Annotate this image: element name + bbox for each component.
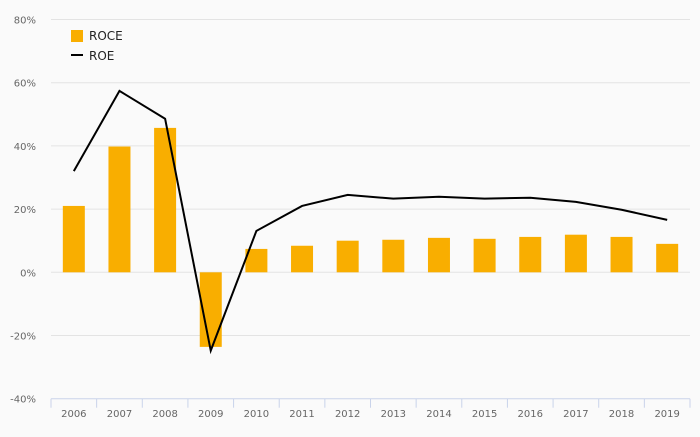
y-tick-label: 80% xyxy=(14,16,36,27)
y-tick-label: 0% xyxy=(20,268,36,279)
x-tick-label: 2015 xyxy=(472,409,497,420)
x-tick-label: 2011 xyxy=(289,409,314,420)
x-tick-label: 2010 xyxy=(244,409,269,420)
x-tick-label: 2012 xyxy=(335,409,360,420)
roce-bar xyxy=(656,243,679,273)
gridlines xyxy=(51,19,690,336)
legend-roce-label: ROCE xyxy=(89,29,123,43)
roce-bar xyxy=(519,236,542,273)
roce-bar xyxy=(154,127,177,273)
y-tick-label: 60% xyxy=(14,79,36,90)
x-axis: 2006 2007 2008 2009 2010 2011 2012 2013 2014 2015… xyxy=(50,398,691,420)
roce-bar xyxy=(108,146,131,273)
roce-bar xyxy=(427,237,450,273)
roce-bar xyxy=(382,239,405,273)
roe-line-path xyxy=(72,89,668,355)
roce-bars xyxy=(62,127,679,347)
roce-bar xyxy=(62,205,85,273)
x-tick-label: 2007 xyxy=(107,409,132,420)
y-tick-label: -20% xyxy=(10,332,36,343)
roce-bar xyxy=(291,245,314,273)
y-tick-label: -40% xyxy=(10,395,36,406)
legend-roce-swatch xyxy=(71,30,83,42)
x-tick-label: 2014 xyxy=(426,409,451,420)
x-tick-label: 2018 xyxy=(609,409,634,420)
y-axis: -40% -20% 0% 20% 40% 60% 80% xyxy=(10,16,36,406)
roce-bar xyxy=(473,238,496,273)
roce-bar xyxy=(336,240,359,273)
x-tick-label: 2017 xyxy=(563,409,588,420)
legend: ROCE ROE xyxy=(71,29,123,63)
roce-bar xyxy=(199,272,222,347)
roce-bar xyxy=(610,236,633,273)
roce-bar xyxy=(564,234,587,273)
x-tick-label: 2019 xyxy=(654,409,679,420)
y-tick-label: 40% xyxy=(14,142,36,153)
roce-bar xyxy=(245,248,268,273)
x-tick-label: 2009 xyxy=(198,409,223,420)
x-tick-label: 2013 xyxy=(381,409,406,420)
x-tick-label: 2008 xyxy=(152,409,177,420)
x-tick-label: 2016 xyxy=(518,409,543,420)
legend-roe-label: ROE xyxy=(89,49,114,63)
x-tick-label: 2006 xyxy=(61,409,86,420)
y-tick-label: 20% xyxy=(14,205,36,216)
roe-line xyxy=(72,89,668,355)
